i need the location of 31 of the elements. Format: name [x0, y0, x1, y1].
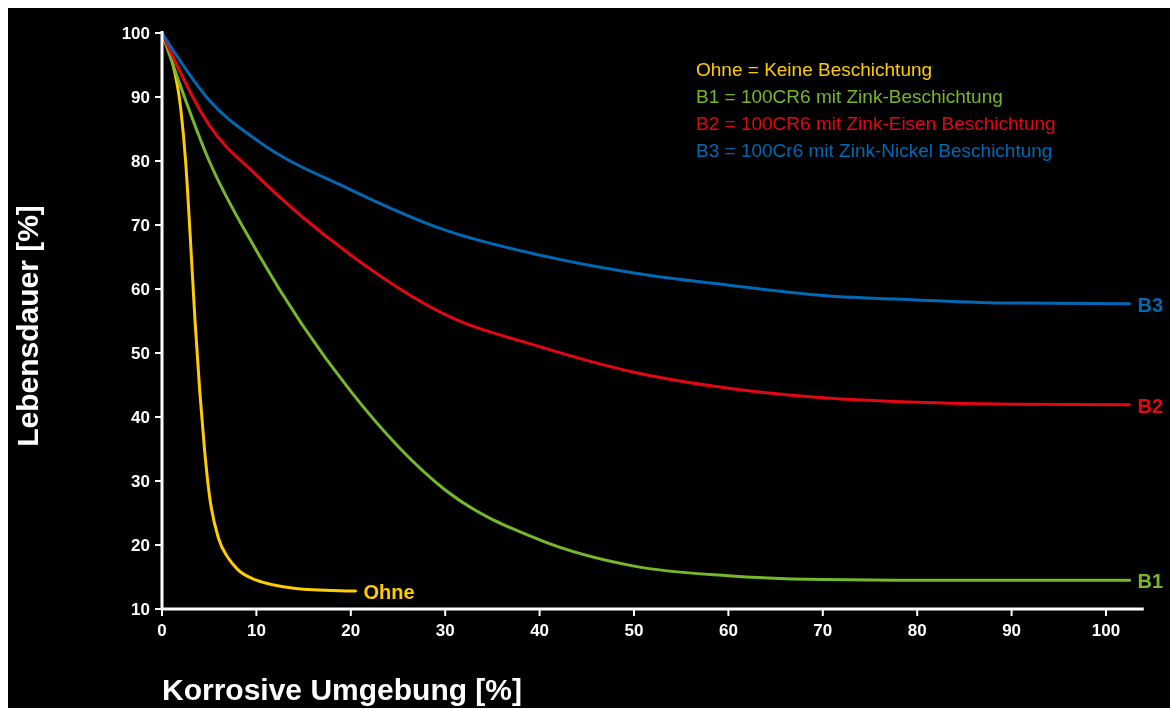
- y-tick-label: 80: [131, 152, 150, 171]
- annotation: B3 = 100Cr6 mit Zink-Nickel Beschichtung: [696, 140, 1053, 161]
- annotation: B1 = 100CR6 mit Zink-Beschichtung: [696, 86, 1003, 107]
- x-axis-title: Korrosive Umgebung [%]: [162, 673, 523, 706]
- x-tick-label: 30: [435, 621, 455, 640]
- y-tick-label: 50: [131, 344, 150, 363]
- x-tick-label: 10: [246, 621, 266, 640]
- y-tick-label: 90: [131, 88, 150, 107]
- y-tick-label: 10: [131, 600, 150, 619]
- y-tick-label: 60: [131, 280, 150, 299]
- annotation: B2 = 100CR6 mit Zink-Eisen Beschichtung: [696, 113, 1056, 134]
- x-tick-label: 50: [624, 621, 644, 640]
- x-tick-label: 20: [341, 621, 361, 640]
- x-tick-label: 80: [907, 621, 927, 640]
- annotation: Ohne = Keine Beschichtung: [696, 59, 933, 80]
- x-tick-label: 100: [1091, 621, 1121, 640]
- series-label: Ohne: [363, 581, 415, 604]
- x-tick-label: 60: [718, 621, 738, 640]
- x-tick-label: 40: [530, 621, 550, 640]
- series-label: B1: [1137, 570, 1164, 593]
- y-tick-label: 40: [131, 408, 150, 427]
- y-tick-label: 70: [131, 216, 150, 235]
- x-tick-label: 70: [813, 621, 833, 640]
- y-tick-label: 30: [131, 472, 150, 491]
- x-tick-label: 0: [157, 621, 167, 640]
- series-label: B2: [1137, 394, 1164, 417]
- x-tick-label: 90: [1002, 621, 1022, 640]
- y-tick-label: 20: [131, 536, 150, 555]
- y-axis-title: Lebensdauer [%]: [11, 205, 44, 447]
- series-label: B3: [1137, 293, 1164, 316]
- y-tick-label: 100: [121, 24, 150, 43]
